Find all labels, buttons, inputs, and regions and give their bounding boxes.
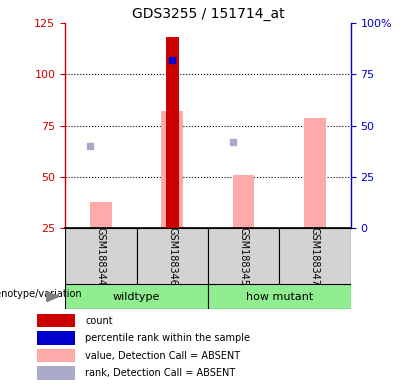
Text: GSM188345: GSM188345 (239, 227, 249, 286)
Text: GSM188344: GSM188344 (96, 227, 106, 286)
Bar (65, 228, 136, 284)
Bar (208, 284, 351, 309)
Bar (233, 175, 255, 228)
Bar (304, 118, 326, 228)
Text: wildtype: wildtype (113, 291, 160, 302)
Bar (37, 366, 76, 380)
Polygon shape (47, 292, 59, 302)
Text: how mutant: how mutant (246, 291, 313, 302)
Bar (65, 284, 208, 309)
Bar (37, 314, 76, 327)
Bar (279, 228, 351, 284)
Bar (166, 37, 178, 228)
Text: genotype/variation: genotype/variation (0, 289, 82, 299)
Bar (37, 331, 76, 344)
Bar (162, 111, 183, 228)
Text: GSM188346: GSM188346 (167, 227, 177, 286)
Text: count: count (85, 316, 113, 326)
Bar (90, 202, 112, 228)
Bar (136, 228, 208, 284)
Bar (37, 349, 76, 362)
Text: percentile rank within the sample: percentile rank within the sample (85, 333, 250, 343)
Text: value, Detection Call = ABSENT: value, Detection Call = ABSENT (85, 351, 240, 361)
Text: GSM188347: GSM188347 (310, 227, 320, 286)
Bar (208, 228, 279, 284)
Text: rank, Detection Call = ABSENT: rank, Detection Call = ABSENT (85, 368, 235, 378)
Title: GDS3255 / 151714_at: GDS3255 / 151714_at (131, 7, 284, 21)
